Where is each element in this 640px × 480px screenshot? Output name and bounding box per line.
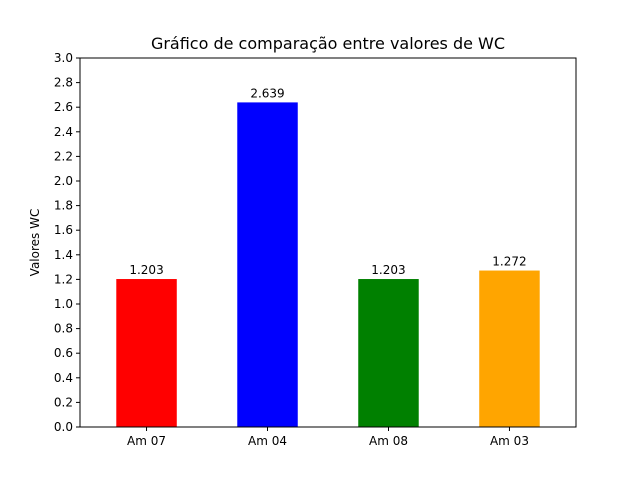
value-labels-group: 1.203 2.639 1.203 1.272 xyxy=(129,86,526,277)
x-tick-label-2: Am 08 xyxy=(369,434,408,448)
bar-value-label-3: 1.272 xyxy=(492,255,526,269)
y-tick-label-0: 0.0 xyxy=(54,420,73,434)
y-tick-label-9: 1.8 xyxy=(54,199,73,213)
y-tick-label-3: 0.6 xyxy=(54,346,73,360)
y-tick-label-4: 0.8 xyxy=(54,322,73,336)
x-axis-ticks: Am 07 Am 04 Am 08 Am 03 xyxy=(127,427,529,448)
bar-value-label-2: 1.203 xyxy=(371,263,405,277)
y-axis-label: Valores WC xyxy=(28,209,42,277)
y-tick-label-2: 0.4 xyxy=(54,371,73,385)
bar-value-label-0: 1.203 xyxy=(129,263,163,277)
plot-frame xyxy=(79,57,577,428)
chart-title: Gráfico de comparação entre valores de W… xyxy=(151,34,505,53)
y-tick-label-15: 3.0 xyxy=(54,51,73,65)
y-tick-label-11: 2.2 xyxy=(54,149,73,163)
y-tick-label-7: 1.4 xyxy=(54,248,73,262)
bar-value-label-1: 2.639 xyxy=(250,86,284,100)
bar-3 xyxy=(479,270,540,427)
y-tick-label-14: 2.8 xyxy=(54,76,73,90)
y-axis-ticks: 0.0 0.2 0.4 0.6 0.8 1.0 1.2 1.4 1.6 1.8 2.0 2.2 2.4 2… xyxy=(54,51,80,434)
y-tick-label-1: 0.2 xyxy=(54,395,73,409)
y-tick-label-12: 2.4 xyxy=(54,125,73,139)
y-tick-label-13: 2.6 xyxy=(54,100,73,114)
x-tick-label-3: Am 03 xyxy=(490,434,529,448)
bar-1 xyxy=(237,102,298,427)
y-tick-label-5: 1.0 xyxy=(54,297,73,311)
y-tick-label-6: 1.2 xyxy=(54,272,73,286)
x-tick-label-1: Am 04 xyxy=(248,434,287,448)
y-tick-label-10: 2.0 xyxy=(54,174,73,188)
y-tick-label-8: 1.6 xyxy=(54,223,73,237)
bar-0 xyxy=(116,279,177,427)
x-tick-label-0: Am 07 xyxy=(127,434,166,448)
bars-group xyxy=(116,102,540,427)
bar-2 xyxy=(358,279,419,427)
